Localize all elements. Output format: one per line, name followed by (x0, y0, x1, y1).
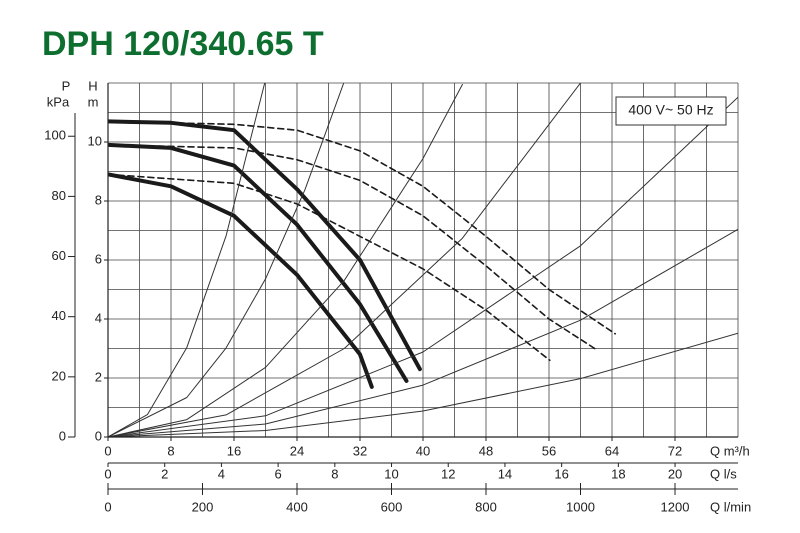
x3-label: Q l/min (710, 499, 751, 514)
y2-unit: kPa (47, 94, 70, 109)
x2-tick-label: 6 (274, 466, 281, 481)
x2-tick-label: 10 (384, 466, 398, 481)
x2-tick-label: 2 (161, 466, 168, 481)
x2-tick-label: 20 (668, 466, 682, 481)
dashed-curve (108, 120, 616, 335)
thin-curve (108, 228, 738, 437)
thin-curve (108, 83, 581, 437)
y2-label: P (62, 78, 71, 93)
y2-tick-label: 0 (59, 428, 66, 443)
y2-tick-label: 80 (52, 188, 66, 203)
x2-tick-label: 16 (554, 466, 568, 481)
chart-title: DPH 120/340.65 T (42, 25, 324, 63)
x-tick-label: 24 (290, 443, 304, 458)
y2-tick-label: 100 (44, 128, 66, 143)
y-tick-label: 6 (95, 251, 102, 266)
x-tick-label: 0 (104, 443, 111, 458)
x-tick-label: 40 (416, 443, 430, 458)
x3-tick-label: 1000 (566, 499, 595, 514)
y-tick-label: 2 (95, 369, 102, 384)
y2-tick-label: 60 (52, 248, 66, 263)
x-tick-label: 72 (668, 443, 682, 458)
x2-tick-label: 14 (498, 466, 512, 481)
x3-tick-label: 1200 (661, 499, 690, 514)
annotation: 400 V~ 50 Hz (628, 102, 713, 118)
x-label: Q m³/h (710, 443, 750, 458)
thin-curve (108, 83, 266, 437)
x-tick-label: 8 (167, 443, 174, 458)
x-tick-label: 64 (605, 443, 619, 458)
annotation-box (615, 96, 727, 126)
y-unit: m (88, 94, 99, 109)
y-tick-label: 8 (95, 192, 102, 207)
dashed-curve (108, 144, 598, 351)
y2-tick-label: 20 (52, 368, 66, 383)
x3-tick-label: 400 (286, 499, 308, 514)
thin-curve (108, 96, 738, 437)
grid (108, 82, 739, 437)
y2-tick-label: 40 (52, 308, 66, 323)
x-tick-label: 48 (479, 443, 493, 458)
x3-tick-label: 800 (475, 499, 497, 514)
thick-curve (108, 142, 409, 383)
y-tick-label: 10 (88, 133, 102, 148)
x2-tick-label: 0 (104, 466, 111, 481)
y-tick-label: 4 (95, 310, 102, 325)
x3-tick-label: 200 (192, 499, 214, 514)
x2-tick-label: 4 (218, 466, 225, 481)
x2-label: Q l/s (710, 466, 737, 481)
x3-tick-label: 0 (104, 499, 111, 514)
thick-curve (108, 172, 374, 389)
thin-curve (108, 332, 738, 437)
x-tick-label: 16 (227, 443, 241, 458)
curves (108, 83, 738, 437)
x2-tick-label: 8 (331, 466, 338, 481)
x2-tick-label: 12 (441, 466, 455, 481)
x3-tick-label: 600 (381, 499, 403, 514)
x-tick-label: 32 (353, 443, 367, 458)
thin-curve (108, 84, 463, 437)
x2-tick-label: 18 (611, 466, 625, 481)
thin-curve (108, 83, 344, 437)
y-tick-label: 0 (95, 428, 102, 443)
x-tick-label: 56 (542, 443, 556, 458)
y-label: H (88, 78, 97, 93)
